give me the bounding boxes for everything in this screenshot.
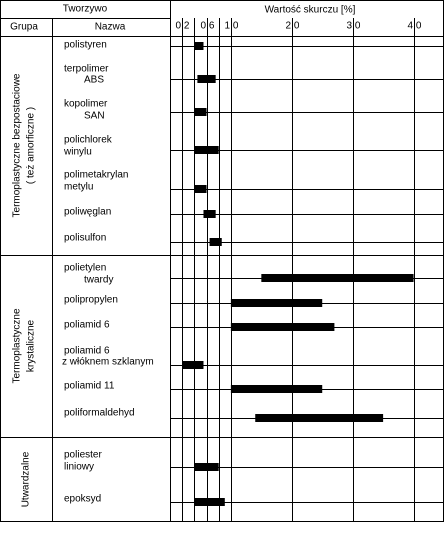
range-bar (230, 299, 323, 307)
group-label: krystaliczne (26, 319, 37, 372)
material-name: terpolimer (64, 64, 109, 75)
header-material: Tworzywo (63, 4, 108, 15)
x-tick-label: 1,0 (225, 21, 239, 32)
x-tick-label: 2,0 (286, 21, 300, 32)
range-bar (255, 414, 384, 422)
material-name: polichlorek (64, 135, 113, 146)
range-bar (194, 463, 219, 471)
material-name: epoksyd (64, 494, 101, 505)
range-bar (203, 210, 216, 218)
range-bar (194, 146, 219, 154)
header-name: Nazwa (95, 22, 126, 33)
range-bar (209, 238, 222, 246)
group-label: Utwardzalne (21, 451, 32, 507)
range-bar (182, 361, 204, 369)
group-label: Termoplastyczne bezpostaciowe (12, 73, 23, 217)
x-tick-label: 0,6 (201, 21, 215, 32)
group-label: Termoplastyczne (12, 308, 23, 383)
range-bar (194, 42, 204, 50)
material-name: poliformaldehyd (64, 408, 135, 419)
material-name: metylu (64, 182, 93, 193)
range-bar (261, 274, 414, 282)
material-name: SAN (84, 111, 105, 122)
material-name: poliester (64, 450, 102, 461)
x-tick-label: 0,2 (176, 21, 190, 32)
material-name: poliamid 6 (64, 346, 110, 357)
material-name: polimetakrylan (64, 170, 128, 181)
material-name: polistyren (64, 40, 107, 51)
material-name: ABS (84, 75, 104, 86)
x-tick-label: 4,0 (408, 21, 422, 32)
range-bar (197, 75, 216, 83)
material-name: z włóknem szklanym (62, 357, 154, 368)
material-name: polisulfon (64, 233, 106, 244)
group-label: ( też amorficzne ) (26, 107, 37, 184)
material-name: twardy (84, 275, 113, 286)
material-name: liniowy (64, 462, 94, 473)
range-bar (194, 108, 207, 116)
material-name: poliamid 6 (64, 320, 110, 331)
material-name: polietylen (64, 263, 106, 274)
material-name: kopolimer (64, 99, 108, 110)
axis-title: Wartość skurczu [%] (265, 5, 356, 16)
x-tick-label: 3,0 (347, 21, 361, 32)
material-name: poliwęglan (64, 207, 111, 218)
range-bar (194, 185, 207, 193)
frame (0, 0, 444, 522)
material-name: polipropylen (64, 295, 118, 306)
material-name: winylu (63, 147, 92, 158)
range-bar (230, 323, 335, 331)
material-name: poliamid 11 (64, 381, 115, 392)
range-bar (230, 385, 323, 393)
range-bar (194, 498, 225, 506)
header-group: Grupa (10, 22, 38, 33)
